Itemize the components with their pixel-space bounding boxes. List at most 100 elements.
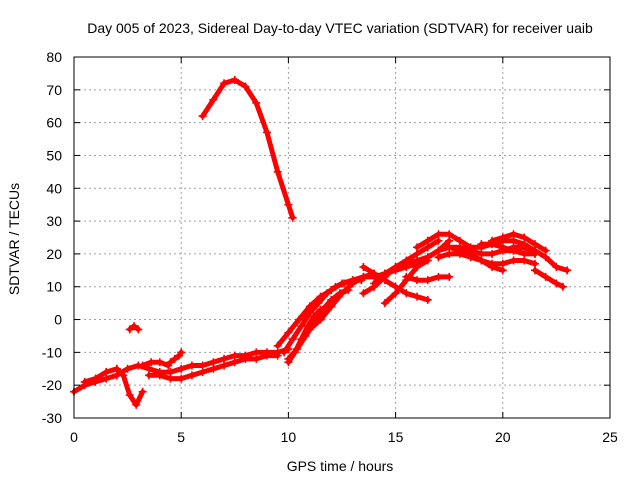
data-point: [241, 354, 250, 363]
data-point: [498, 266, 507, 275]
x-tick-label: 10: [281, 429, 297, 445]
x-tick-label: 25: [602, 429, 618, 445]
y-tick-label: -30: [42, 410, 62, 426]
data-point: [530, 266, 539, 275]
data-point: [541, 272, 550, 281]
data-point: [305, 308, 314, 317]
data-point: [209, 364, 218, 373]
data-point: [273, 341, 282, 350]
y-tick-label: 30: [46, 213, 62, 229]
data-point: [177, 374, 186, 383]
data-point: [252, 98, 261, 107]
plot-frame: [73, 56, 611, 419]
data-point: [423, 276, 432, 285]
y-tick-label: 70: [46, 82, 62, 98]
data-point: [155, 371, 164, 380]
data-point: [322, 289, 331, 298]
series-trace-s: [488, 230, 550, 255]
data-point: [310, 312, 319, 321]
series-trace-t: [530, 266, 567, 291]
data-point: [498, 233, 507, 242]
series-trace-v: [477, 240, 529, 255]
data-point: [138, 387, 147, 396]
data-point: [295, 315, 304, 324]
data-point: [284, 328, 293, 337]
chart-title: Day 005 of 2023, Sidereal Day-to-day VTE…: [87, 20, 593, 36]
series-trace-j: [305, 269, 379, 334]
data-point: [130, 322, 139, 331]
data-point: [530, 240, 539, 249]
y-axis-label: SDTVAR / TECUs: [6, 183, 22, 295]
data-point: [119, 371, 128, 380]
x-axis-label: GPS time / hours: [287, 458, 394, 474]
data-point: [552, 279, 561, 288]
data-point: [488, 249, 497, 258]
data-point: [166, 374, 175, 383]
data-point: [125, 325, 134, 334]
data-point: [80, 377, 89, 386]
data-point: [138, 361, 147, 370]
y-tick-label: 10: [46, 279, 62, 295]
data-point: [402, 289, 411, 298]
y-tick-label: -20: [42, 377, 62, 393]
y-tick-label: 0: [54, 312, 62, 328]
data-point: [314, 299, 323, 308]
data-point: [134, 325, 143, 334]
series-trace-d: [125, 322, 143, 334]
series-trace-m: [359, 263, 432, 304]
data-point: [220, 361, 229, 370]
y-tick-label: 20: [46, 246, 62, 262]
data-point: [423, 256, 432, 265]
series-trace: [168, 349, 184, 365]
data-point: [413, 243, 422, 252]
data-point: [434, 230, 443, 239]
data-point: [391, 263, 400, 272]
y-tick-label: -10: [42, 344, 62, 360]
data-point: [380, 299, 389, 308]
series-trace-i: [284, 305, 325, 367]
data-point: [413, 292, 422, 301]
series-trace-o: [402, 272, 454, 285]
data-point: [262, 351, 271, 360]
data-point: [164, 361, 173, 370]
data-point: [284, 200, 293, 209]
data-point: [359, 263, 368, 272]
x-tick-label: 5: [177, 429, 185, 445]
data-point: [552, 263, 561, 272]
axis-ticks: 0 5 10 15 20 25 -30 -20 -10 0 10 20 30 40 50 60 70 80: [42, 49, 618, 445]
data-point: [359, 289, 368, 298]
series-trace: [532, 267, 566, 290]
data-point: [187, 361, 196, 370]
series-trace: [82, 366, 146, 408]
data-point: [466, 249, 475, 258]
data-marks: [70, 75, 572, 409]
data-point: [262, 128, 271, 137]
series-trace: [285, 307, 324, 365]
series-trace-e: [145, 351, 282, 383]
y-tick-label: 80: [46, 49, 62, 65]
data-point: [316, 315, 325, 324]
data-point: [434, 272, 443, 281]
data-point: [455, 236, 464, 245]
series-trace-a: [198, 75, 297, 222]
data-point: [359, 272, 368, 281]
data-point: [230, 75, 239, 84]
data-point: [520, 233, 529, 242]
data-point: [445, 230, 454, 239]
series-trace: [371, 238, 452, 286]
data-point: [509, 230, 518, 239]
data-point: [125, 391, 134, 400]
data-point: [348, 279, 357, 288]
data-point: [288, 213, 297, 222]
data-point: [112, 364, 121, 373]
data-point: [445, 243, 454, 252]
series-trace: [140, 359, 171, 368]
data-point: [477, 256, 486, 265]
data-point: [123, 364, 132, 373]
data-point: [402, 259, 411, 268]
data-point: [230, 358, 239, 367]
data-point: [509, 246, 518, 255]
data-point: [327, 302, 336, 311]
data-point: [220, 79, 229, 88]
data-point: [391, 289, 400, 298]
